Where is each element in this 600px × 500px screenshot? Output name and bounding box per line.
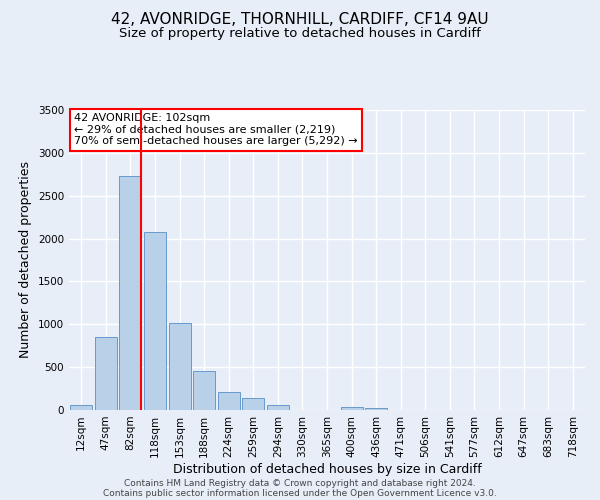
Text: 42 AVONRIDGE: 102sqm
← 29% of detached houses are smaller (2,219)
70% of semi-de: 42 AVONRIDGE: 102sqm ← 29% of detached h…: [74, 113, 358, 146]
Text: Contains HM Land Registry data © Crown copyright and database right 2024.: Contains HM Land Registry data © Crown c…: [124, 478, 476, 488]
Bar: [365, 408, 387, 410]
Bar: [193, 372, 215, 410]
Bar: [70, 406, 92, 410]
X-axis label: Distribution of detached houses by size in Cardiff: Distribution of detached houses by size …: [173, 462, 481, 475]
Bar: [169, 324, 191, 410]
Bar: [144, 232, 166, 410]
Y-axis label: Number of detached properties: Number of detached properties: [19, 162, 32, 358]
Bar: [218, 392, 240, 410]
Text: Contains public sector information licensed under the Open Government Licence v3: Contains public sector information licen…: [103, 488, 497, 498]
Bar: [119, 176, 142, 410]
Bar: [95, 337, 117, 410]
Text: Size of property relative to detached houses in Cardiff: Size of property relative to detached ho…: [119, 28, 481, 40]
Bar: [242, 398, 265, 410]
Bar: [341, 408, 362, 410]
Bar: [267, 406, 289, 410]
Text: 42, AVONRIDGE, THORNHILL, CARDIFF, CF14 9AU: 42, AVONRIDGE, THORNHILL, CARDIFF, CF14 …: [111, 12, 489, 28]
